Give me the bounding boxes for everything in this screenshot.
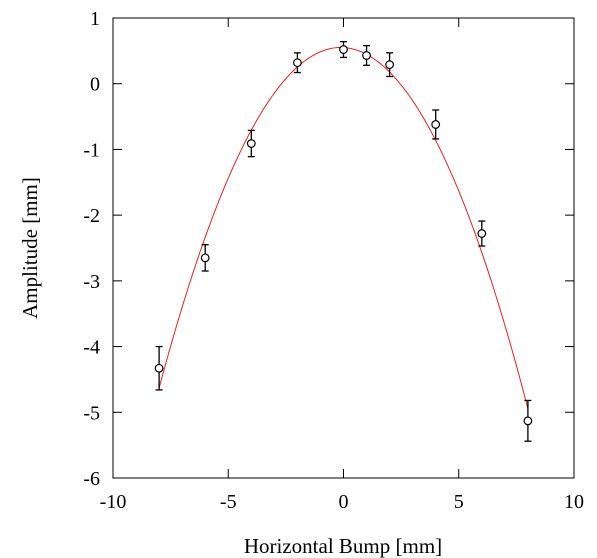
data-point [362,44,371,66]
point-marker [523,416,533,426]
x-tick-label: 0 [339,491,349,513]
y-tick-label: -3 [83,271,100,293]
data-points-layer [154,41,533,442]
x-tick-label: -10 [100,491,127,513]
data-point [431,109,441,140]
y-axis-label: Amplitude [mm] [18,177,42,319]
point-marker [154,363,164,373]
x-axis-label: Horizontal Bump [mm] [244,534,442,558]
data-point [246,129,256,158]
y-tick-label: -4 [83,337,100,359]
point-marker [293,58,302,68]
x-tick-label: 5 [454,491,464,513]
y-tick-label: -1 [83,139,100,161]
data-point [200,244,210,272]
point-marker [431,120,441,129]
point-marker [246,139,256,148]
y-tick-label: -5 [83,402,100,424]
data-point [523,399,533,442]
x-tick-label: -5 [220,491,237,513]
data-point [293,52,302,74]
y-tick-label: 1 [90,8,100,30]
y-tick-label: -2 [83,205,100,227]
data-point [385,52,395,78]
point-marker [200,253,210,263]
point-marker [362,51,371,60]
y-tick-label: 0 [90,74,100,96]
y-tick-label: -6 [83,468,100,490]
data-point [339,41,348,59]
point-marker [477,229,487,238]
point-marker [385,60,395,70]
point-marker [339,45,348,54]
x-tick-label: 10 [564,491,584,513]
plot-frame [112,17,575,479]
data-point [154,345,164,391]
data-point [477,220,487,247]
